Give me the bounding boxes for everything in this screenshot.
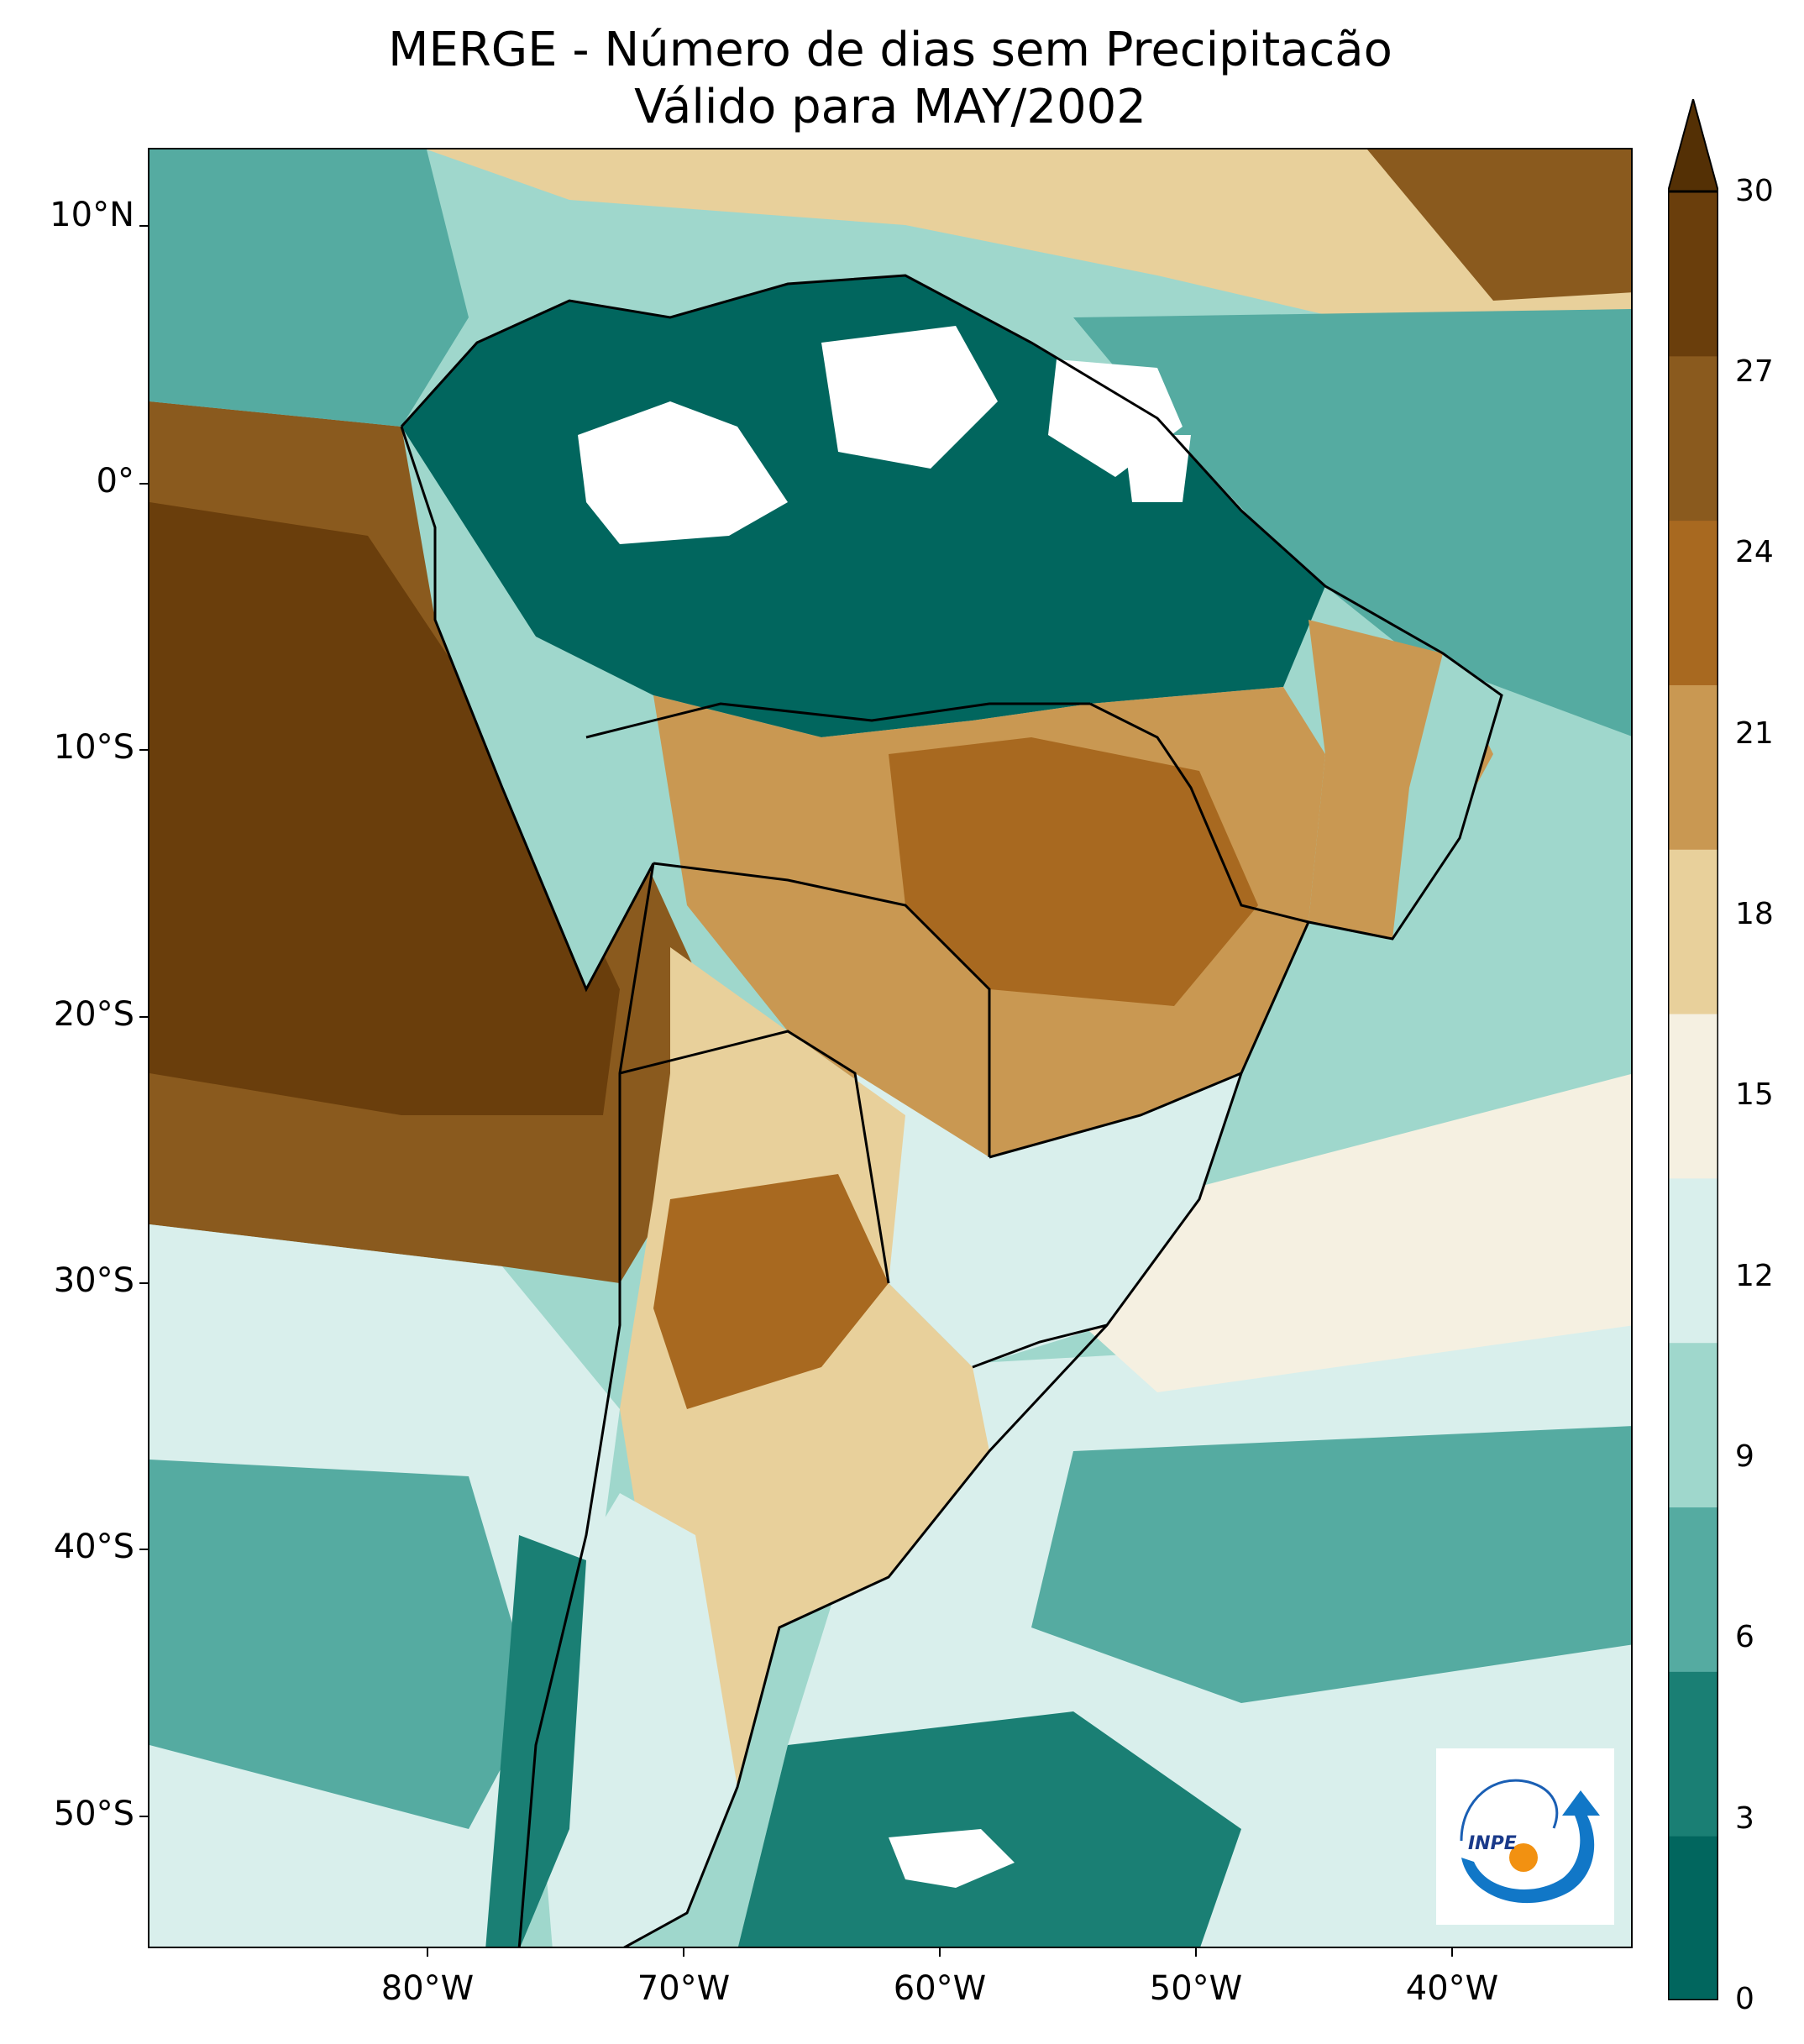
no-data-patch-amapa: [1124, 435, 1191, 502]
y-tick-label: 10°N: [50, 196, 134, 234]
colorbar-segment: [1668, 684, 1718, 850]
patagonia-region: [536, 1493, 737, 1947]
x-tick-mark: [1195, 1948, 1197, 1957]
y-tick-label: 30°S: [53, 1261, 134, 1300]
y-tick-mark: [139, 1016, 148, 1018]
colorbar-segment: [1668, 1671, 1718, 1837]
x-tick-mark: [427, 1948, 428, 1957]
north-atlantic-dry-region: [427, 149, 1631, 334]
colorbar-tick-label: 9: [1735, 1439, 1754, 1474]
uruguay-border: [972, 1323, 1108, 1369]
y-tick-label: 0°: [96, 462, 134, 501]
south-brazil-moist-region: [838, 1073, 1241, 1367]
y-tick-label: 10°S: [53, 728, 134, 767]
subtropical-atlantic-region: [989, 1074, 1631, 1392]
inpe-logo: INPE: [1436, 1748, 1614, 1925]
colorbar-segment: [1668, 355, 1718, 521]
x-tick-label: 50°W: [1149, 1969, 1243, 2008]
x-tick-label: 60°W: [893, 1969, 987, 2008]
east-pacific-moist-region: [149, 149, 469, 427]
south-atlantic-moist-band: [1031, 1426, 1631, 1703]
drake-passage-moist-region: [737, 1711, 1241, 1947]
colorbar-segment: [1668, 191, 1718, 357]
colorbar-tick-label: 6: [1735, 1620, 1754, 1654]
y-tick-mark: [139, 1816, 148, 1817]
falklands-no-data-patch: [889, 1829, 1015, 1888]
brazil-northern-interior-border: [585, 702, 1090, 739]
brazil-paraguay-border: [989, 1072, 1242, 1159]
y-tick-label: 50°S: [53, 1795, 134, 1833]
colorbar-segment: [1668, 849, 1718, 1014]
colorbar-tick-label: 18: [1735, 897, 1774, 931]
y-tick-mark: [139, 1282, 148, 1284]
country-borders: [400, 274, 1503, 1947]
northeast-coast-moist-strip: [1392, 653, 1502, 939]
bolivia-brazil-border: [653, 862, 991, 1157]
andes-moist-strip: [401, 427, 653, 989]
colorbar-tick-label: 24: [1735, 535, 1774, 569]
x-tick-mark: [939, 1948, 941, 1957]
argentina-very-dry-core: [653, 1174, 889, 1409]
colorbar-segment: [1668, 520, 1718, 685]
x-tick-mark: [683, 1948, 684, 1957]
caribbean-dry-core: [1367, 149, 1631, 301]
tropical-atlantic-moist-region: [1073, 309, 1631, 736]
y-tick-label: 20°S: [53, 995, 134, 1034]
colorbar-segments: [1668, 191, 1718, 2000]
colorbar-segment: [1668, 1507, 1718, 1672]
colorbar-tick-label: 21: [1735, 716, 1774, 751]
colorbar-segment: [1668, 1014, 1718, 1179]
no-data-patch-west: [578, 401, 788, 544]
colorbar-tick-label: 15: [1735, 1077, 1774, 1112]
south-pacific-moist-band: [149, 1460, 536, 1829]
colorbar-segment: [1668, 1177, 1718, 1344]
map-panel: [148, 148, 1633, 1948]
map-subtitle: Válido para MAY/2002: [634, 80, 1146, 134]
colorbar-tick-label: 30: [1735, 174, 1774, 208]
x-tick-label: 80°W: [380, 1969, 475, 2008]
x-tick-label: 40°W: [1405, 1969, 1499, 2008]
colorbar-extend-arrow: [1668, 99, 1718, 192]
pacific-very-dry-core: [149, 502, 620, 1115]
precipitation-map: [149, 149, 1631, 1947]
no-data-patch-central: [821, 326, 998, 469]
x-tick-mark: [1451, 1948, 1453, 1957]
colorbar-tick-label: 0: [1735, 1982, 1754, 2016]
y-tick-mark: [139, 483, 148, 485]
colorbar-tick-label: 3: [1735, 1801, 1754, 1836]
argentina-dry-region: [620, 947, 989, 1829]
y-tick-mark: [139, 1549, 148, 1550]
colorbar-outline: [1668, 190, 1718, 2000]
y-tick-mark: [139, 749, 148, 751]
colorbar-tick-label: 12: [1735, 1259, 1774, 1293]
colorbar-segment: [1668, 1836, 1718, 2000]
map-title: MERGE - Número de dias sem Precipitacão: [388, 23, 1392, 77]
y-tick-label: 40°S: [53, 1528, 134, 1566]
y-tick-mark: [139, 225, 148, 227]
central-brazil-very-dry-core: [889, 737, 1258, 1006]
logo-text: INPE: [1468, 1833, 1517, 1854]
inpe-logo-icon: INPE: [1460, 1779, 1600, 1904]
colorbar-segment: [1668, 1342, 1718, 1508]
argentina-bolivia-border: [619, 1030, 890, 1284]
colorbar: [1668, 99, 1718, 2000]
colorbar-tick-label: 27: [1735, 354, 1774, 389]
continent-coastline-east: [400, 274, 1503, 1947]
brazil-state-border: [1089, 702, 1309, 924]
x-tick-label: 70°W: [637, 1969, 731, 2008]
